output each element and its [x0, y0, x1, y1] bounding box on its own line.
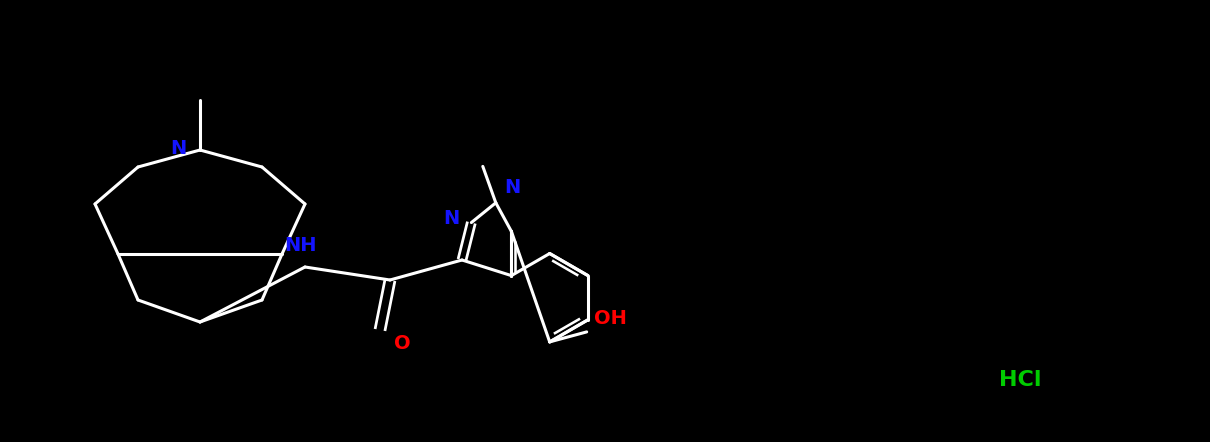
Text: NH: NH: [284, 236, 317, 255]
Text: N: N: [443, 209, 460, 228]
Text: N: N: [169, 138, 186, 157]
Text: O: O: [394, 334, 410, 353]
Text: HCl: HCl: [998, 370, 1042, 390]
Text: OH: OH: [594, 309, 627, 328]
Text: N: N: [503, 178, 520, 197]
